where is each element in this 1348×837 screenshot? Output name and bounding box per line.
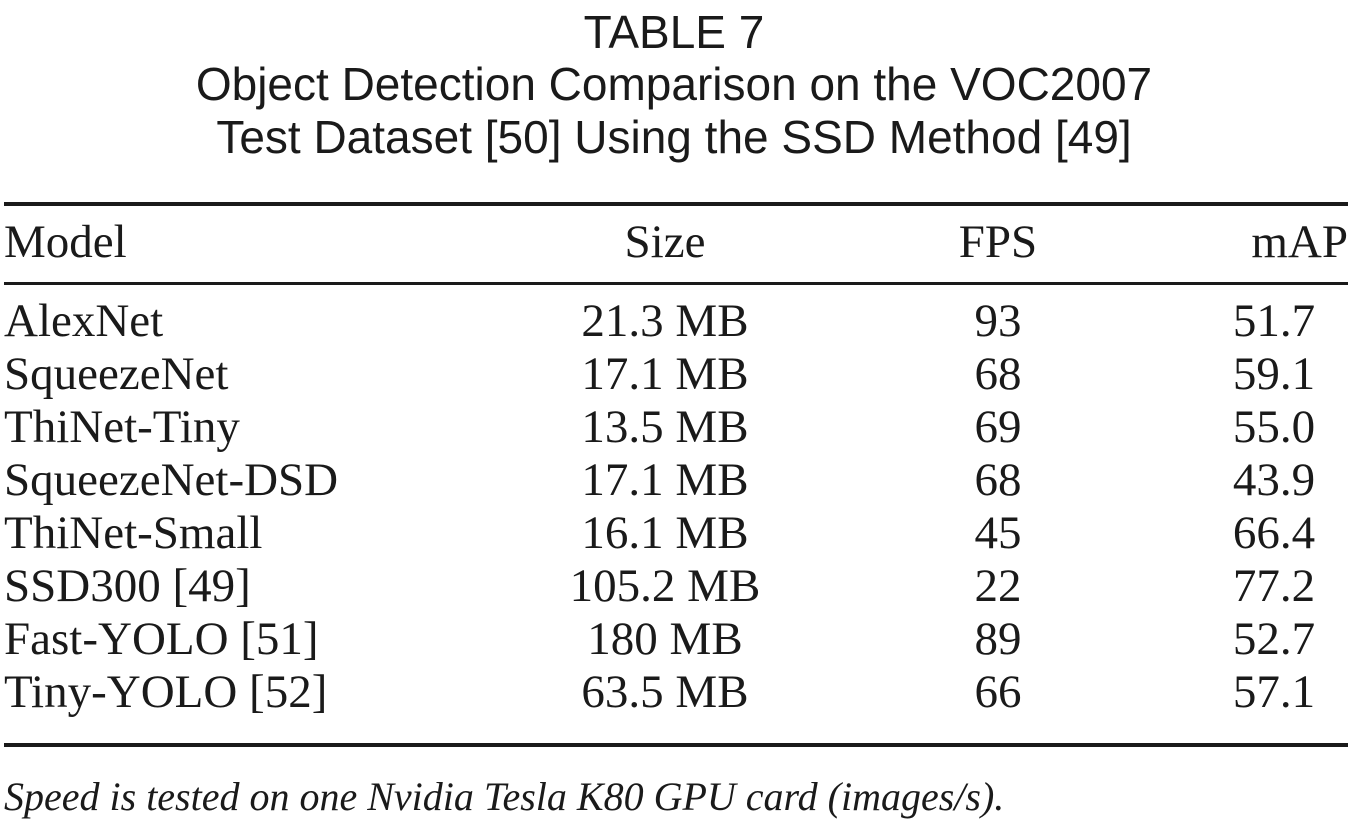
- table-row: AlexNet 21.3 MB 93 51.7: [0, 294, 1348, 348]
- cell-model: Tiny-YOLO [52]: [4, 666, 328, 718]
- cell-map: 59.1: [1232, 348, 1316, 400]
- cell-model: ThiNet-Tiny: [4, 401, 240, 453]
- table-row: Tiny-YOLO [52] 63.5 MB 66 57.1: [0, 665, 1348, 719]
- table-row: Fast-YOLO [51] 180 MB 89 52.7: [0, 612, 1348, 666]
- cell-model: Fast-YOLO [51]: [4, 613, 319, 665]
- table-row: SSD300 [49] 105.2 MB 22 77.2: [0, 559, 1348, 613]
- cell-size: 17.1 MB: [581, 454, 749, 506]
- table-footnote: Speed is tested on one Nvidia Tesla K80 …: [4, 774, 1005, 819]
- cell-map: 52.7: [1232, 613, 1316, 665]
- table-header-rule: [4, 282, 1348, 285]
- cell-fps: 93: [974, 295, 1022, 347]
- table-top-rule: [4, 202, 1348, 206]
- table-label: TABLE 7: [583, 6, 765, 58]
- table-title-line-1: Object Detection Comparison on the VOC20…: [195, 58, 1153, 110]
- cell-map: 55.0: [1232, 401, 1316, 453]
- cell-size: 17.1 MB: [581, 348, 749, 400]
- table-row: ThiNet-Tiny 13.5 MB 69 55.0: [0, 400, 1348, 454]
- column-header-map: mAP: [1251, 216, 1348, 268]
- cell-fps: 68: [974, 454, 1022, 506]
- cell-model: AlexNet: [4, 295, 164, 347]
- cell-model: SSD300 [49]: [4, 560, 251, 612]
- table-title-line-2: Test Dataset [50] Using the SSD Method […: [216, 111, 1132, 163]
- column-header-size: Size: [624, 216, 706, 268]
- table-header-row: Model Size FPS mAP: [0, 215, 1348, 269]
- cell-fps: 69: [974, 401, 1022, 453]
- table-row: SqueezeNet-DSD 17.1 MB 68 43.9: [0, 453, 1348, 507]
- cell-map: 43.9: [1232, 454, 1316, 506]
- cell-size: 105.2 MB: [569, 560, 761, 612]
- cell-size: 21.3 MB: [581, 295, 749, 347]
- cell-size: 16.1 MB: [581, 507, 749, 559]
- table-row: ThiNet-Small 16.1 MB 45 66.4: [0, 506, 1348, 560]
- column-header-model: Model: [4, 216, 127, 268]
- table-bottom-rule: [4, 743, 1348, 747]
- cell-fps: 45: [974, 507, 1022, 559]
- cell-fps: 68: [974, 348, 1022, 400]
- cell-size: 63.5 MB: [581, 666, 749, 718]
- cell-model: SqueezeNet-DSD: [4, 454, 339, 506]
- cell-model: ThiNet-Small: [4, 507, 263, 559]
- column-header-fps: FPS: [958, 216, 1038, 268]
- cell-model: SqueezeNet: [4, 348, 229, 400]
- cell-size: 13.5 MB: [581, 401, 749, 453]
- cell-size: 180 MB: [587, 613, 743, 665]
- cell-map: 77.2: [1232, 560, 1316, 612]
- cell-map: 51.7: [1232, 295, 1316, 347]
- table-row: SqueezeNet 17.1 MB 68 59.1: [0, 347, 1348, 401]
- cell-fps: 89: [974, 613, 1022, 665]
- cell-map: 57.1: [1232, 666, 1316, 718]
- cell-fps: 66: [974, 666, 1022, 718]
- cell-map: 66.4: [1232, 507, 1316, 559]
- cell-fps: 22: [974, 560, 1022, 612]
